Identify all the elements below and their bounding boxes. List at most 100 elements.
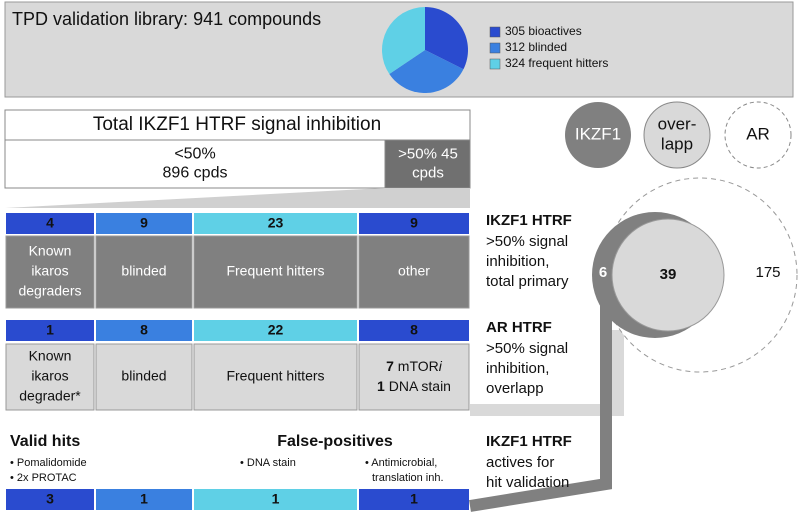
cell-text: Known (29, 348, 72, 364)
set-circle (643, 101, 711, 169)
overlap-circle (611, 218, 725, 332)
pie-slice (389, 50, 464, 93)
cell-text: Frequent hitters (226, 368, 324, 384)
count-bar (359, 213, 469, 234)
count: 23 (268, 215, 284, 231)
count: 7 (386, 358, 394, 374)
side-title: AR HTRF (486, 319, 552, 336)
count: 9 (410, 215, 418, 231)
screen-title: Total IKZF1 HTRF signal inhibition (93, 114, 381, 135)
count-bar (96, 320, 192, 341)
legend-swatch (489, 58, 501, 70)
cell-text: blinded (121, 368, 166, 384)
side-text: total primary (486, 273, 569, 290)
count: 1 (46, 322, 54, 338)
side-text: actives for (486, 454, 554, 471)
cell-text: Known (29, 243, 72, 259)
header-title: TPD validation library: 941 compounds (12, 9, 321, 29)
funnel (5, 188, 470, 208)
count: 1 (410, 491, 418, 507)
cell-text: ikaros (31, 368, 68, 384)
cell-text: other (398, 263, 430, 279)
category-cell (358, 343, 470, 411)
circle-label: AR (746, 124, 770, 143)
category-cell (95, 343, 193, 411)
count: 3 (46, 491, 54, 507)
category-cell (193, 343, 358, 411)
below-text: 896 cpds (163, 165, 228, 182)
count: 1 (377, 378, 385, 394)
count-bar (96, 213, 192, 234)
cell-text: degrader* (19, 388, 81, 404)
side-text: >50% signal (486, 233, 568, 250)
category-cell (5, 235, 95, 309)
legend-label: 312 blinded (505, 40, 567, 54)
cell-text: 7 mTORi (386, 358, 443, 374)
cell-text: Frequent hitters (226, 263, 324, 279)
circle-label: IKZF1 (575, 124, 621, 143)
side-title: IKZF1 HTRF (486, 212, 572, 229)
side-text: inhibition, (486, 360, 549, 377)
cell-text: degraders (18, 283, 81, 299)
legend-swatch (489, 42, 501, 54)
below-text: <50% (174, 146, 215, 163)
category-cell (358, 235, 470, 309)
pie-slice (382, 7, 425, 75)
side-text: >50% signal (486, 340, 568, 357)
group-title: False-positives (277, 433, 393, 450)
side-text: inhibition, (486, 253, 549, 270)
count-bar (6, 489, 94, 510)
legend-swatch (489, 26, 501, 38)
group-title: Valid hits (10, 433, 80, 450)
count: 9 (140, 215, 148, 231)
count: 8 (140, 322, 148, 338)
set-circle (565, 102, 631, 168)
circle-label: over- (658, 114, 697, 133)
side-title: IKZF1 HTRF (486, 433, 572, 450)
connector (469, 300, 612, 512)
legend-label: 305 bioactives (505, 24, 582, 38)
count: 4 (46, 215, 54, 231)
count-bar (194, 213, 357, 234)
above-box (384, 139, 471, 189)
screen-title-box (4, 109, 471, 141)
count: 1 (272, 491, 280, 507)
count-bar (96, 489, 192, 510)
note: • Pomalidomide (10, 457, 87, 469)
set-circle (724, 101, 792, 169)
text: DNA stain (389, 378, 451, 394)
cell-text: blinded (121, 263, 166, 279)
cell-text: 1 DNA stain (377, 378, 451, 394)
count: 22 (268, 322, 284, 338)
above-text: >50% 45 (398, 145, 458, 162)
count-bar (359, 320, 469, 341)
side-text: overlapp (486, 380, 544, 397)
below-box (4, 139, 386, 189)
cell-text: ikaros (31, 263, 68, 279)
note: • DNA stain (240, 457, 296, 469)
category-cell (95, 235, 193, 309)
venn-count: 175 (755, 264, 780, 281)
count-bar (194, 320, 357, 341)
venn-count: 39 (660, 266, 677, 283)
above-text: cpds (412, 164, 444, 181)
count-bar (6, 213, 94, 234)
legend-label: 324 frequent hitters (505, 56, 608, 70)
note: translation inh. (372, 472, 444, 484)
note: • Antimicrobial, (365, 457, 437, 469)
category-cell (5, 343, 95, 411)
category-cell (193, 235, 358, 309)
count-bar (194, 489, 357, 510)
side-text: hit validation (486, 474, 569, 491)
connector (470, 330, 624, 416)
circle-label: lapp (661, 134, 693, 153)
note: • 2x PROTAC (10, 472, 77, 484)
italic: i (439, 358, 443, 374)
count-bar (359, 489, 469, 510)
venn-count: 6 (599, 264, 607, 281)
count: 8 (410, 322, 418, 338)
count: 1 (140, 491, 148, 507)
text: mTOR (398, 358, 439, 374)
